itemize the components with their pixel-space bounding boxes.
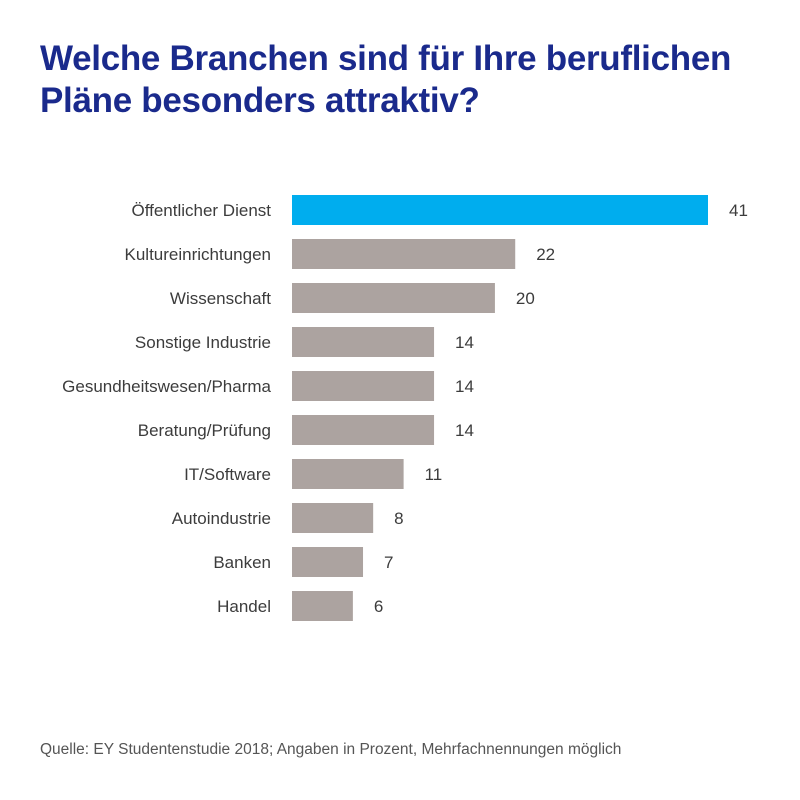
chart-title: Welche Branchen sind für Ihre berufliche… — [40, 38, 780, 122]
value-label: 8 — [394, 509, 403, 528]
value-label: 14 — [455, 333, 474, 352]
bar-0 — [292, 195, 708, 225]
bar-5 — [292, 415, 435, 445]
category-label: Kultureinrichtungen — [125, 245, 271, 264]
source-note: Quelle: EY Studentenstudie 2018; Angaben… — [40, 741, 622, 758]
category-label: Öffentlicher Dienst — [131, 201, 271, 220]
bar-6 — [292, 459, 404, 489]
bar-7 — [292, 503, 374, 533]
value-label: 14 — [455, 421, 474, 440]
bar-3 — [292, 327, 435, 357]
category-label: Sonstige Industrie — [135, 333, 271, 352]
value-label: 22 — [536, 245, 555, 264]
bar-8 — [292, 547, 364, 577]
category-label: Autoindustrie — [172, 509, 271, 528]
category-label: Gesundheitswesen/Pharma — [62, 377, 271, 396]
bar-9 — [292, 591, 353, 621]
value-label: 41 — [729, 201, 748, 220]
value-label: 20 — [516, 289, 535, 308]
bar-1 — [292, 239, 516, 269]
value-label: 6 — [374, 597, 383, 616]
chart-title-line-1: Welche Branchen sind für Ihre berufliche… — [40, 39, 732, 78]
category-label: Beratung/Prüfung — [138, 421, 271, 440]
category-label: IT/Software — [184, 465, 271, 484]
value-label: 11 — [425, 465, 443, 484]
value-label: 7 — [384, 553, 393, 572]
bar-2 — [292, 283, 495, 313]
category-label: Banken — [213, 553, 271, 572]
category-label: Wissenschaft — [170, 289, 271, 308]
chart-title-line-2: Pläne besonders attraktiv? — [40, 81, 480, 120]
bars-group: Öffentlicher Dienst 41 Kultureinrichtungen… — [62, 195, 748, 621]
value-label: 14 — [455, 377, 474, 396]
category-label: Handel — [217, 597, 271, 616]
bar-4 — [292, 371, 435, 401]
